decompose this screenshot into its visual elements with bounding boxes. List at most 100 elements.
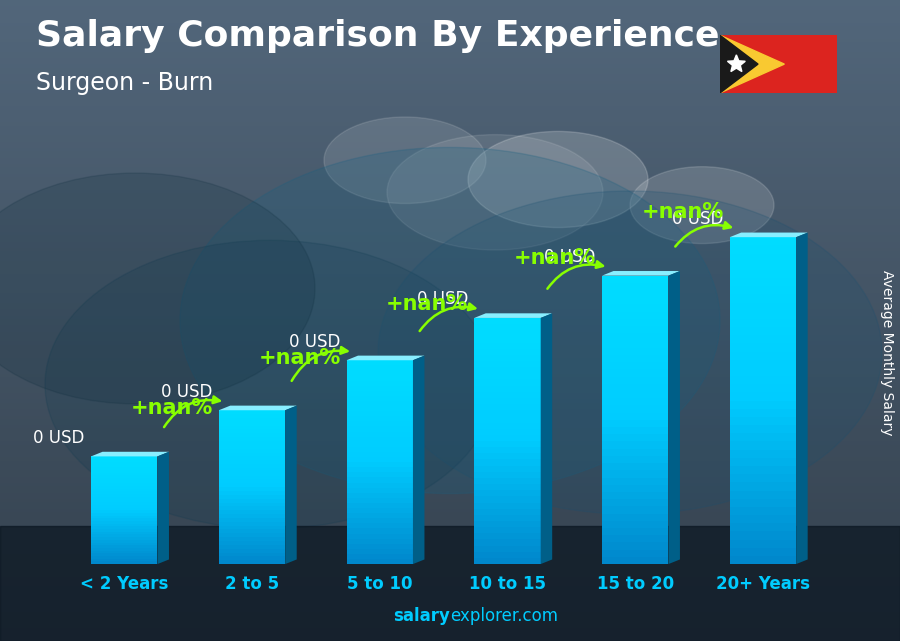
Bar (0, 290, 900, 293)
Bar (219, 441, 285, 445)
Bar (0, 13, 900, 16)
Polygon shape (602, 271, 680, 276)
Ellipse shape (378, 191, 882, 514)
Bar (730, 385, 796, 392)
Bar (0, 526, 900, 641)
Bar (730, 466, 796, 474)
Bar (0, 68, 900, 71)
Bar (0, 615, 900, 619)
Bar (91, 481, 158, 483)
Bar (91, 526, 158, 529)
Bar (474, 545, 541, 552)
Bar (0, 226, 900, 229)
Bar (0, 81, 900, 84)
Bar (474, 435, 541, 441)
Bar (730, 319, 796, 327)
Bar (602, 557, 669, 564)
Bar (0, 94, 900, 97)
Bar (474, 417, 541, 422)
Text: Average Monthly Salary: Average Monthly Salary (879, 270, 894, 435)
Bar (346, 528, 413, 533)
Polygon shape (541, 313, 553, 564)
Polygon shape (158, 452, 169, 564)
Bar (91, 524, 158, 526)
Bar (219, 503, 285, 506)
Bar (474, 465, 541, 472)
Bar (0, 145, 900, 148)
Bar (730, 401, 796, 409)
Bar (0, 48, 900, 51)
Polygon shape (285, 406, 297, 564)
Bar (0, 65, 900, 68)
Bar (0, 54, 900, 58)
Bar (0, 563, 900, 567)
Bar (0, 0, 900, 3)
Bar (602, 347, 669, 355)
Bar (474, 318, 541, 324)
Bar (0, 638, 900, 641)
Bar (602, 283, 669, 290)
Bar (346, 452, 413, 457)
Bar (474, 533, 541, 540)
Polygon shape (796, 233, 807, 564)
Bar (0, 509, 900, 512)
Bar (219, 449, 285, 453)
Bar (91, 551, 158, 553)
Bar (0, 151, 900, 154)
Bar (0, 358, 900, 361)
Bar (219, 553, 285, 556)
Bar (346, 457, 413, 462)
Bar (0, 74, 900, 78)
Bar (0, 71, 900, 74)
Bar (91, 540, 158, 542)
Bar (0, 396, 900, 399)
Bar (0, 631, 900, 635)
Bar (0, 315, 900, 319)
Bar (91, 521, 158, 524)
Bar (91, 559, 158, 562)
Bar (0, 576, 900, 580)
Bar (0, 438, 900, 441)
Bar (730, 547, 796, 556)
Bar (730, 531, 796, 540)
Bar (730, 351, 796, 360)
Bar (0, 309, 900, 312)
Bar (0, 238, 900, 242)
Bar (346, 401, 413, 406)
Bar (0, 480, 900, 483)
Bar (0, 306, 900, 309)
Bar (219, 549, 285, 553)
Bar (91, 467, 158, 470)
Bar (730, 303, 796, 311)
Bar (0, 554, 900, 557)
Text: +nan%: +nan% (258, 348, 340, 368)
Text: explorer.com: explorer.com (450, 607, 558, 625)
Bar (0, 90, 900, 94)
Bar (0, 435, 900, 438)
Bar (602, 535, 669, 542)
Bar (602, 319, 669, 326)
Bar (0, 573, 900, 576)
Bar (602, 340, 669, 347)
Bar (602, 506, 669, 513)
Bar (219, 487, 285, 491)
Bar (0, 126, 900, 129)
Bar (0, 29, 900, 32)
Bar (219, 526, 285, 529)
Bar (346, 493, 413, 498)
Bar (0, 187, 900, 190)
Bar (0, 45, 900, 48)
Bar (219, 556, 285, 560)
Bar (219, 418, 285, 422)
Bar (0, 380, 900, 383)
Bar (346, 370, 413, 376)
Text: 0 USD: 0 USD (544, 248, 596, 266)
Bar (0, 3, 900, 6)
Bar (0, 177, 900, 180)
Bar (91, 472, 158, 475)
Bar (0, 264, 900, 267)
Bar (0, 312, 900, 315)
Bar (346, 559, 413, 564)
Bar (0, 622, 900, 625)
Bar (219, 437, 285, 441)
